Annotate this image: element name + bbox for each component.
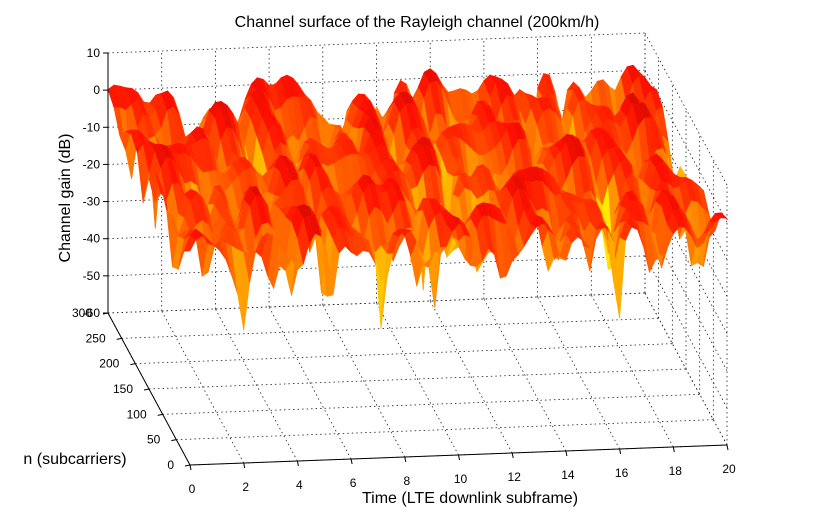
z-axis-label: Channel gain (dB) [57,134,74,263]
chart-title: Channel surface of the Rayleigh channel … [235,14,600,31]
x-tick-label: 6 [350,476,357,490]
x-tick-label: 14 [561,468,575,482]
y-tick-label: 0 [167,458,174,472]
z-tick-label: -50 [83,269,101,283]
y-tick-label: 50 [147,433,161,447]
channel-surface [107,64,728,331]
x-axis-label: Time (LTE downlink subframe) [362,490,578,507]
x-tick-label: 4 [296,478,303,492]
z-tick-label: 10 [87,46,101,60]
x-tick-labels: 0 2 4 6 8 10 12 14 16 18 20 [189,444,736,496]
surface-patch [714,212,728,219]
y-tick-label: 100 [127,407,147,421]
y-tick-label: 200 [99,357,119,371]
x-tick-label: 12 [508,470,522,484]
x-tick-label: 16 [615,466,629,480]
y-tick-label: 300 [72,306,92,320]
y-axis-label: n (subcarriers) [23,451,126,468]
z-tick-label: -40 [83,232,101,246]
x-tick-label: 2 [242,480,249,494]
z-tick-label: -30 [83,195,101,209]
x-tick-label: 8 [403,474,410,488]
x-tick-label: 20 [722,462,736,476]
z-tick-label: -20 [83,157,101,171]
x-tick-label: 18 [669,464,683,478]
z-tick-label: -10 [83,120,101,134]
z-tick-label: 0 [93,83,100,97]
y-tick-label: 150 [113,382,133,396]
x-tick-label: 0 [189,482,196,496]
y-tick-label: 250 [86,331,106,345]
x-tick-label: 10 [454,472,468,486]
z-tick-label: -60 [83,306,101,320]
z-tick-labels: 10 0 -10 -20 -30 -40 -50 -60 [83,46,108,320]
